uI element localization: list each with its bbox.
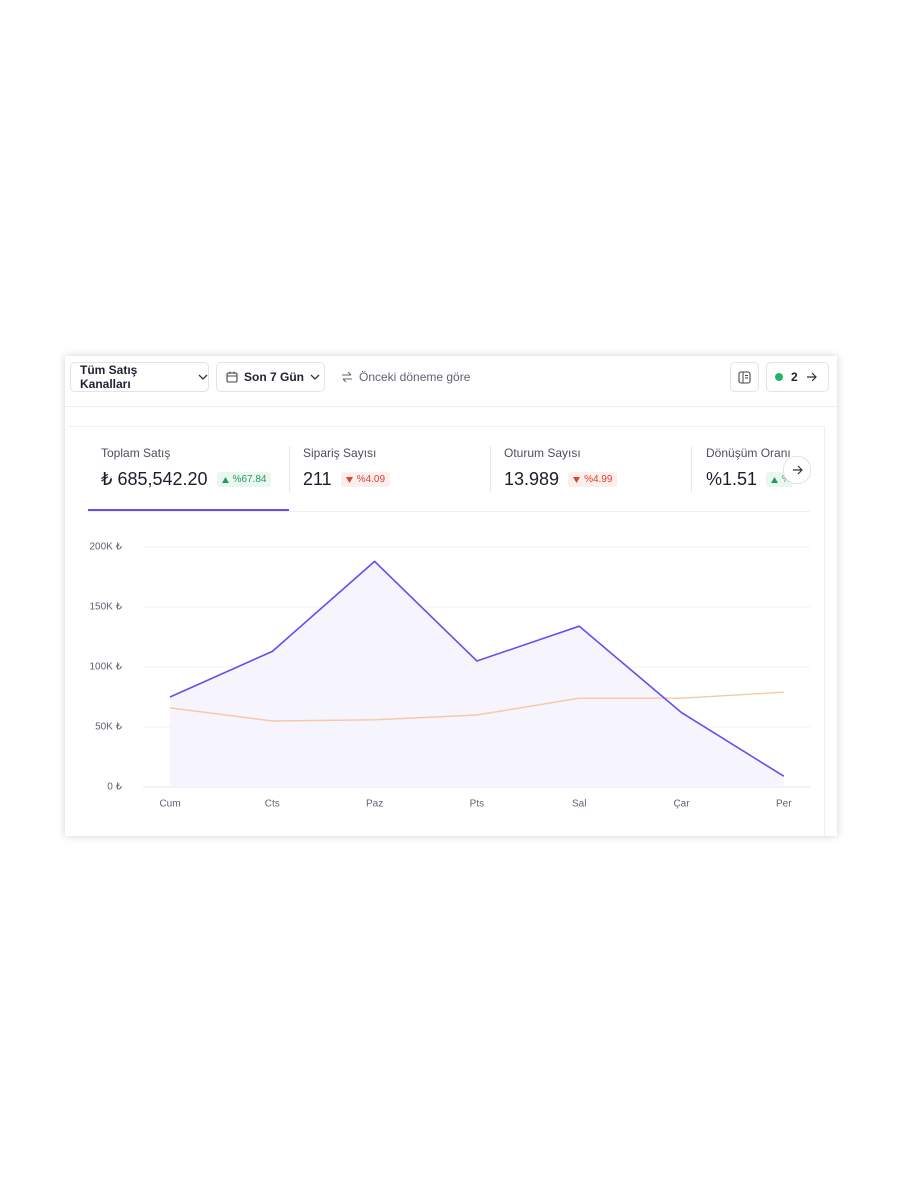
- metric-row: %1.51%: [706, 469, 792, 490]
- change-value: %4.99: [584, 474, 613, 485]
- next-button[interactable]: [783, 456, 811, 484]
- change-value: %4.09: [356, 474, 386, 485]
- active-count[interactable]: 2: [791, 370, 798, 384]
- line: [169, 560, 785, 777]
- x-tick-label: Cum: [159, 799, 180, 810]
- trend-triangle: [345, 476, 353, 483]
- x-tick-label: Paz: [366, 799, 383, 810]
- active-tab-indicator: [88, 509, 289, 511]
- trend-triangle: [771, 476, 779, 483]
- chart: 0 ₺ 50K ₺ 100K ₺ 150K ₺ 200K ₺ Cum Cts Paz Pts Sa…: [90, 542, 810, 810]
- y-tick-label: 100K ₺: [90, 662, 123, 673]
- trend-icon: [771, 476, 779, 483]
- trend-icon: [221, 476, 229, 483]
- x-tick-label: Pts: [470, 799, 484, 810]
- y-tick-label: 0 ₺: [107, 782, 122, 793]
- divider: [289, 446, 290, 492]
- metric-row: ₺ 685,542.20 %67.84: [101, 469, 281, 490]
- tab-baseline: [88, 511, 810, 512]
- active-button[interactable]: 2: [766, 362, 829, 392]
- metric-row: 211 %4.09: [303, 469, 483, 490]
- columns-button[interactable]: [730, 362, 759, 392]
- trend-triangle: [221, 476, 229, 483]
- chevron-icon: [198, 374, 208, 380]
- metric-value: 13.989: [504, 469, 560, 489]
- dashboard-card: Tüm Satış Kanalları Son 7 Gün Önceki dön…: [65, 356, 837, 836]
- divider: [490, 446, 491, 492]
- compare-text[interactable]: Önceki döneme göre: [359, 370, 471, 384]
- change-value: %67.84: [232, 474, 267, 485]
- metric: Dönüşüm Oranı %1.51%: [706, 446, 792, 490]
- swap-icon: [342, 371, 352, 383]
- y-tick-label: 150K ₺: [90, 602, 123, 613]
- metric-label: Dönüşüm Oranı: [706, 446, 791, 460]
- y-tick-label: 50K ₺: [95, 722, 123, 733]
- metric-label: Sipariş Sayısı: [303, 446, 377, 460]
- metric-label: Toplam Satış: [101, 446, 171, 460]
- metric-row: 13.989 %4.99: [504, 469, 684, 490]
- x-tick-label: Çar: [673, 799, 690, 810]
- line: [169, 691, 784, 722]
- date-filter[interactable]: Son 7 Gün: [244, 370, 304, 384]
- separator: [65, 406, 837, 407]
- trend-triangle: [573, 476, 581, 483]
- status-dot: [775, 373, 783, 381]
- channel-filter[interactable]: Tüm Satış Kanalları: [80, 363, 138, 391]
- change-badge: %4.99: [568, 472, 618, 487]
- trend-icon: [345, 476, 353, 483]
- metric: Toplam Satış ₺ 685,542.20 %67.84: [101, 446, 281, 490]
- x-tick-label: Per: [776, 799, 792, 810]
- area: [170, 561, 784, 787]
- change-badge: %67.84: [216, 472, 272, 487]
- metric-value: ₺ 685,542.20: [101, 469, 208, 489]
- arrow-icon: [806, 372, 817, 382]
- x-tick-label: Sal: [572, 799, 586, 810]
- channel-dropdown[interactable]: Tüm Satış Kanalları: [70, 362, 209, 392]
- metric: Sipariş Sayısı 211 %4.09: [303, 446, 483, 490]
- compare-toggle[interactable]: Önceki döneme göre: [341, 370, 470, 384]
- y-tick-label: 200K ₺: [90, 542, 123, 553]
- metric-label: Oturum Sayısı: [504, 446, 581, 460]
- metric-value: %1.51: [706, 469, 758, 489]
- columns-icon: [738, 370, 751, 384]
- chart-panel: [67, 426, 825, 836]
- change-badge: %4.09: [340, 472, 391, 487]
- metric-value: 211: [303, 469, 332, 489]
- x-tick-label: Cts: [265, 799, 280, 810]
- divider: [691, 446, 692, 492]
- metric: Oturum Sayısı 13.989 %4.99: [504, 446, 684, 490]
- chevron-icon: [310, 374, 320, 380]
- arrow-icon: [792, 465, 803, 475]
- date-dropdown[interactable]: Son 7 Gün: [216, 362, 325, 392]
- trend-icon: [573, 476, 581, 483]
- calendar-icon: [226, 371, 238, 383]
